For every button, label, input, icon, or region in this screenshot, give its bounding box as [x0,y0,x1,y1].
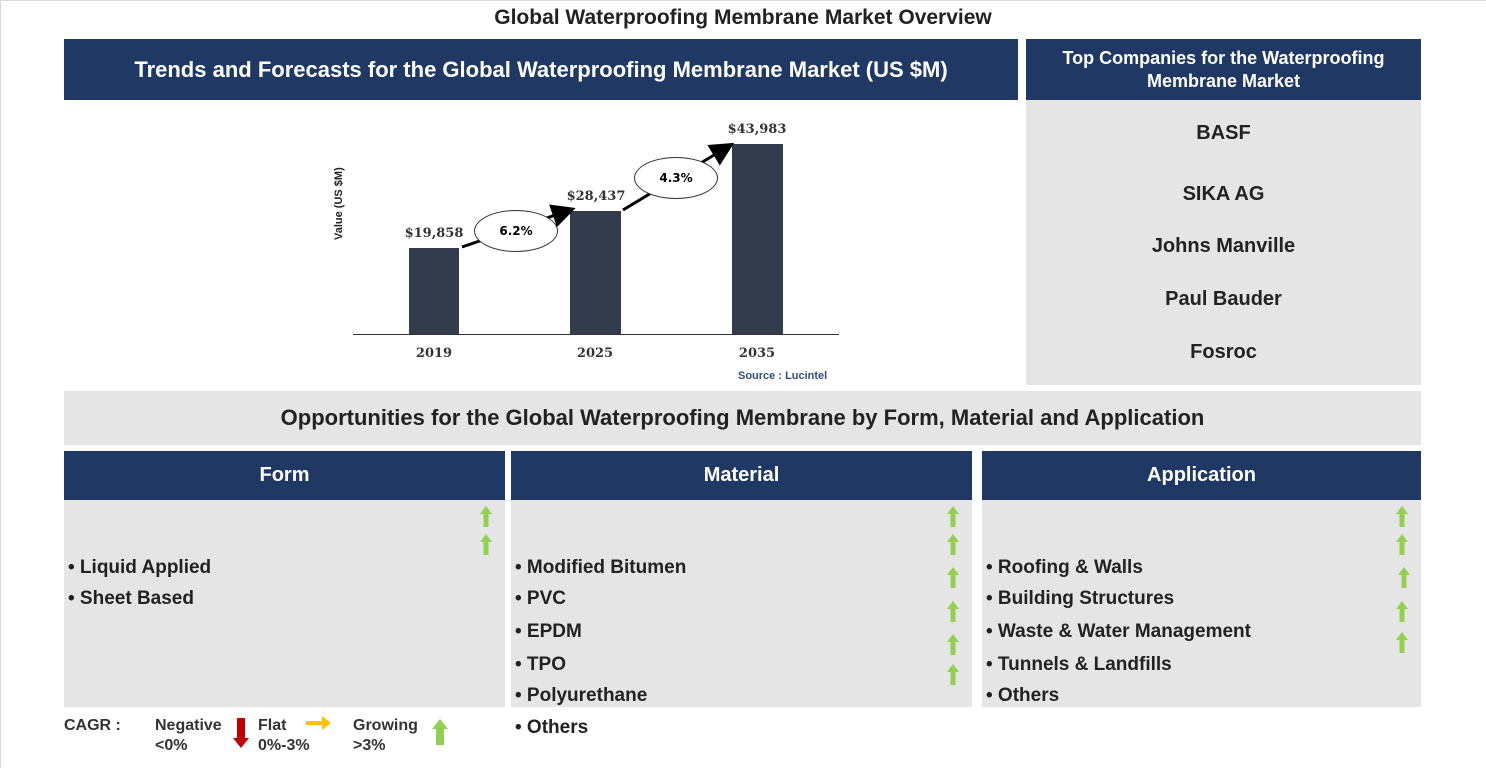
segment-item: • Tunnels & Landfills [986,654,1172,675]
down-arrow-icon [233,718,249,748]
segment-body: • Modified Bitumen • PVC • EPDM • TPO • … [511,500,972,738]
cagr-bubble-2025-2035: 4.3% [634,157,718,199]
company-item: Johns Manville [1151,235,1296,257]
page-title: Global Waterproofing Membrane Market Ove… [494,6,992,29]
bar-2025 [570,211,621,334]
x-tick-2019: 2019 [415,346,453,361]
bar-2035 [732,144,783,334]
opportunities-banner: Opportunities for the Global Waterproofi… [64,391,1421,445]
top-companies-header: Top Companies for the Waterproofing Memb… [1026,39,1421,100]
x-tick-2025: 2025 [576,346,614,361]
x-axis-line [353,334,839,335]
cagr-bubble-2019-2025: 6.2% [474,210,558,252]
segment-item: • Liquid Applied [68,557,212,578]
company-item: SIKA AG [1182,183,1265,205]
legend-flat-range: 0%-3% [258,737,310,754]
segment-item: • Polyurethane [515,685,648,706]
segment-header: Form [64,451,505,500]
legend-growing-range: >3% [353,737,386,754]
x-tick-2035: 2035 [738,346,776,361]
legend-flat: Flat 0%-3% [258,716,310,756]
segment-material: Material • Modified Bitumen • PVC • EPDM… [511,451,972,738]
bar-value-2025: $28,437 [566,189,626,204]
legend-flat-name: Flat [258,717,287,734]
segment-item: • Roofing & Walls [986,557,1143,578]
legend-negative: Negative <0% [155,716,222,756]
segment-application: Application • Roofing & Walls • Building… [982,451,1421,707]
legend-negative-range: <0% [155,737,188,754]
segment-body: • Roofing & Walls • Building Structures … [982,500,1421,707]
segment-header: Material [511,451,972,500]
segment-item: • Others [515,717,589,738]
legend-negative-name: Negative [155,717,222,734]
company-item: BASF [1196,122,1251,144]
segment-item: • PVC [515,588,566,609]
segment-body: • Liquid Applied • Sheet Based [64,500,505,707]
segment-header: Application [982,451,1421,500]
segment-item: • TPO [515,654,566,675]
legend-growing: Growing >3% [353,716,418,756]
legend-label: CAGR : [64,717,121,734]
legend-growing-name: Growing [353,717,418,734]
trend-panel-header: Trends and Forecasts for the Global Wate… [64,39,1018,100]
segment-item: • EPDM [515,621,582,642]
top-companies-list: BASF SIKA AG Johns Manville Paul Bauder … [1026,100,1421,385]
company-item: Paul Bauder [1165,288,1282,310]
segment-item: • Waste & Water Management [986,621,1251,642]
bar-2019 [409,248,459,334]
chart-source: Source : Lucintel [738,370,828,382]
bar-value-2019: $19,858 [404,226,464,241]
segment-item: • Modified Bitumen [515,557,687,578]
segment-item: • Others [986,685,1060,706]
segment-item: • Building Structures [986,588,1175,609]
bar-value-2035: $43,983 [727,122,787,137]
legend-arrow-icons [233,716,448,748]
company-item: Fosroc [1190,341,1257,363]
segment-form: Form • Liquid Applied • Sheet Based [64,451,505,707]
segment-item: • Sheet Based [68,588,194,609]
up-arrow-icon [432,719,448,745]
right-arrow-icon [306,716,331,730]
